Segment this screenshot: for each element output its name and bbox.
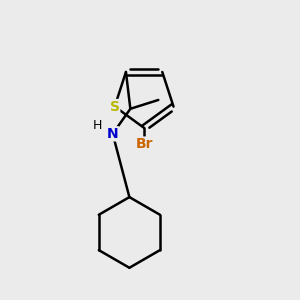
Text: H: H: [93, 119, 102, 132]
Text: S: S: [110, 100, 120, 114]
Text: N: N: [107, 127, 118, 141]
Text: Br: Br: [135, 137, 153, 151]
